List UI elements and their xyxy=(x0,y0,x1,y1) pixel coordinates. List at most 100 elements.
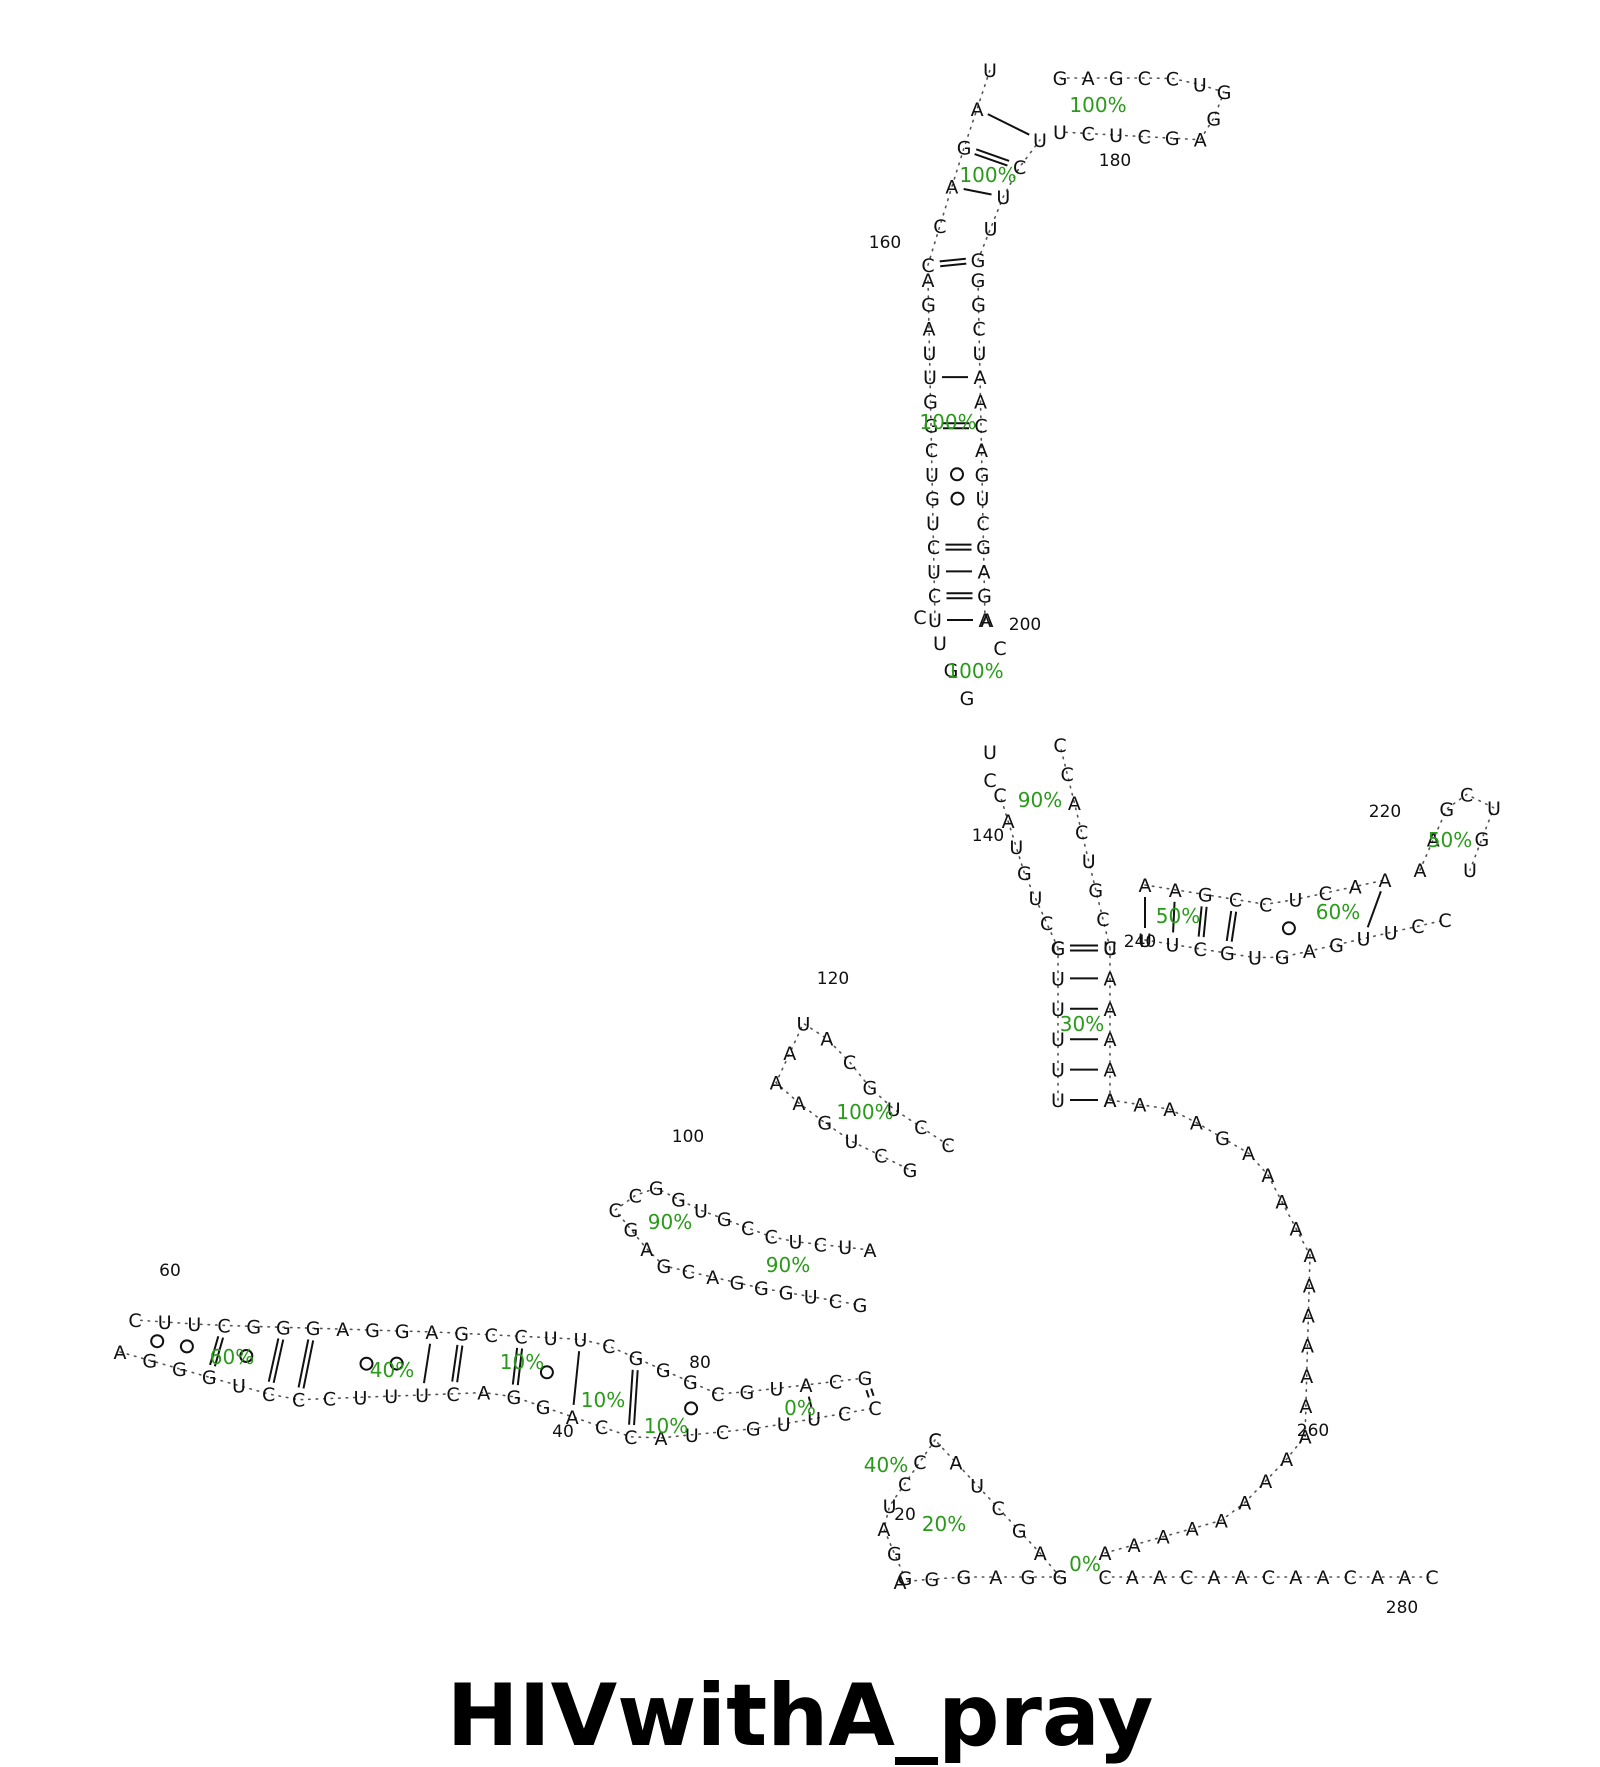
gu-wobble-pair xyxy=(179,1339,194,1354)
nucleotide: G xyxy=(1017,863,1032,885)
nucleotide: U xyxy=(1193,75,1207,97)
gc-pair-bond xyxy=(511,1347,519,1385)
nucleotide: C xyxy=(898,1474,911,1496)
nucleotide: U xyxy=(928,610,942,632)
base-pair-bonds xyxy=(150,113,1382,1426)
nucleotide: A xyxy=(1002,811,1015,833)
nucleotide: U xyxy=(1033,130,1047,152)
pairing-percentage: 100% xyxy=(946,659,1003,683)
nucleotide: C xyxy=(716,1422,729,1444)
nucleotide: G xyxy=(971,270,986,292)
nucleotide: G xyxy=(1275,947,1290,969)
position-number: 260 xyxy=(1297,1421,1329,1441)
nucleotide: U xyxy=(1138,930,1152,952)
nucleotide: G xyxy=(649,1178,664,1200)
nucleotide: U xyxy=(887,1099,901,1121)
nucleotide: G xyxy=(1109,68,1124,90)
backbone-segment xyxy=(1144,919,1446,959)
position-number: 220 xyxy=(1369,802,1401,822)
nucleotide: U xyxy=(1248,948,1262,970)
nucleotide: U xyxy=(415,1385,429,1407)
nucleotide: A xyxy=(1126,1567,1139,1589)
nucleotide: G xyxy=(898,1568,913,1590)
position-number: 80 xyxy=(689,1353,711,1373)
nucleotide: A xyxy=(894,1572,907,1594)
nucleotide: U xyxy=(933,633,947,655)
au-pair-bond xyxy=(987,113,1030,136)
nucleotide: A xyxy=(706,1267,719,1289)
nucleotide: A xyxy=(1157,1527,1170,1549)
nucleotide: G xyxy=(977,586,992,608)
nucleotide: G xyxy=(754,1278,769,1300)
nucleotide: C xyxy=(485,1325,498,1347)
nucleotide: U xyxy=(1051,968,1065,990)
nucleotide: A xyxy=(974,367,987,389)
gc-pair-bond xyxy=(975,148,1010,162)
nucleotide: C xyxy=(1319,883,1332,905)
nucleotide: C xyxy=(741,1218,754,1240)
nucleotide: G xyxy=(246,1316,261,1338)
pairing-percentage: 100% xyxy=(1069,93,1126,117)
nucleotide: C xyxy=(829,1291,842,1313)
pairing-percentage: 90% xyxy=(1018,788,1062,812)
nucleotide: U xyxy=(1109,125,1123,147)
nucleotide: U xyxy=(685,1425,699,1447)
nucleotide: C xyxy=(814,1235,827,1257)
nucleotide: G xyxy=(536,1397,551,1419)
nucleotide: U xyxy=(187,1314,201,1336)
nucleotide: G xyxy=(656,1360,671,1382)
gc-pair-bond xyxy=(1197,906,1203,937)
nucleotide: C xyxy=(1166,69,1179,91)
nucleotide: A xyxy=(1163,1099,1176,1121)
nucleotide: C xyxy=(983,770,996,792)
nucleotide: G xyxy=(717,1209,732,1231)
nucleotide: A xyxy=(640,1239,653,1261)
nucleotide: C xyxy=(914,1117,927,1139)
nucleotide: U xyxy=(158,1312,172,1334)
nucleotide: A xyxy=(877,1519,890,1541)
nucleotide: A xyxy=(1133,1095,1146,1117)
nucleotide: A xyxy=(1104,968,1117,990)
pairing-percentage: 50% xyxy=(1156,904,1200,928)
nucleotide: C xyxy=(868,1398,881,1420)
gc-pair-bond xyxy=(209,1336,220,1366)
gc-pair-bond xyxy=(267,1338,280,1382)
nucleotide: U xyxy=(694,1200,708,1222)
nucleotide: U xyxy=(789,1232,803,1254)
nucleotide: A xyxy=(1104,1060,1117,1082)
nucleotide: U xyxy=(769,1378,783,1400)
nucleotide: C xyxy=(993,785,1006,807)
au-pair-bond xyxy=(807,1396,813,1408)
nucleotide: G xyxy=(1220,943,1235,965)
nucleotide: C xyxy=(933,216,946,238)
gu-wobble-pair xyxy=(150,1334,165,1349)
nucleotide: A xyxy=(974,391,987,413)
nucleotide: G xyxy=(1215,1128,1230,1150)
nucleotide: U xyxy=(845,1131,859,1153)
nucleotide: A xyxy=(1299,1396,1312,1418)
nucleotide: C xyxy=(972,319,985,341)
nucleotide: U xyxy=(1463,860,1477,882)
au-pair-bond xyxy=(1172,901,1176,933)
nucleotide: A xyxy=(655,1428,668,1450)
nucleotide: U xyxy=(796,1013,810,1035)
nucleotide: A xyxy=(1302,1306,1315,1328)
nucleotide: G xyxy=(925,489,940,511)
nucleotide: U xyxy=(927,561,941,583)
pairing-percentage: 60% xyxy=(210,1345,254,1369)
nucleotide: U xyxy=(984,218,998,240)
nucleotide: A xyxy=(971,99,984,121)
nucleotide: G xyxy=(1165,128,1180,150)
pairing-percentage: 40% xyxy=(370,1358,414,1382)
nucleotide: C xyxy=(514,1326,527,1348)
nucleotide: U xyxy=(573,1329,587,1351)
gu-wobble-pair xyxy=(539,1365,554,1380)
nucleotide: U xyxy=(1357,929,1371,951)
position-number: 40 xyxy=(552,1422,574,1442)
nucleotide: U xyxy=(1487,798,1501,820)
nucleotide: C xyxy=(913,607,926,629)
nucleotide: C xyxy=(976,513,989,535)
backbone-segment xyxy=(934,1439,1061,1578)
nucleotide: A xyxy=(1153,1567,1166,1589)
nucleotide: C xyxy=(843,1052,856,1074)
